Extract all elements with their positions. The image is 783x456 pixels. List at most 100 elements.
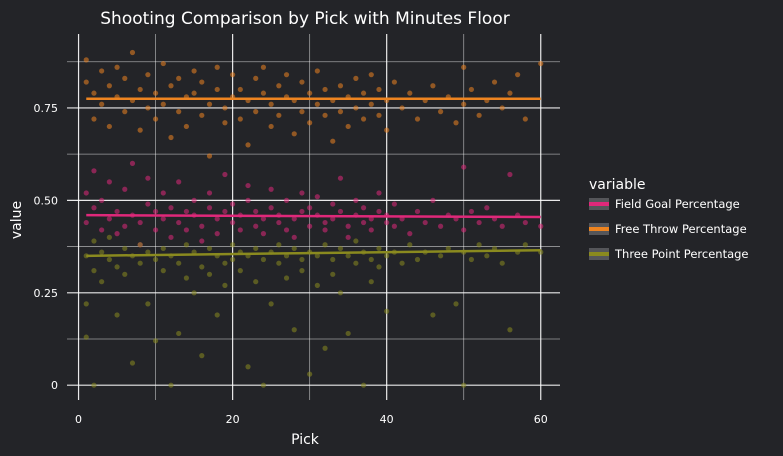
data-point: [176, 109, 182, 115]
data-point: [160, 190, 166, 196]
data-point: [222, 171, 228, 178]
data-point: [299, 190, 305, 196]
data-point: [83, 57, 89, 63]
data-point: [414, 208, 421, 215]
data-point: [99, 227, 105, 233]
data-point: [276, 112, 282, 118]
data-point: [253, 75, 259, 81]
data-point: [122, 271, 128, 277]
data-point: [91, 116, 97, 122]
data-point: [376, 264, 382, 270]
data-point: [507, 327, 513, 333]
data-point: [152, 338, 159, 344]
data-point: [299, 268, 305, 274]
data-point: [345, 330, 351, 337]
data-point: [106, 216, 112, 222]
data-point: [430, 83, 436, 89]
data-point: [376, 208, 382, 215]
data-point: [137, 242, 143, 248]
data-point: [368, 227, 374, 233]
data-point: [345, 123, 351, 130]
data-point: [360, 90, 367, 96]
data-point: [322, 86, 328, 93]
data-point: [337, 109, 344, 115]
data-point: [360, 116, 367, 122]
data-point: [145, 72, 151, 78]
legend-label: Free Throw Percentage: [615, 222, 747, 236]
x-tick-labels: 0 20 40 60: [75, 413, 548, 426]
data-point: [99, 101, 105, 107]
data-point: [353, 75, 359, 81]
data-point: [468, 86, 475, 93]
data-point: [214, 64, 220, 70]
trend-line: [86, 213, 541, 219]
data-point: [299, 208, 305, 215]
data-point: [245, 182, 251, 189]
data-point: [314, 194, 320, 200]
data-point: [99, 279, 105, 285]
data-point: [345, 253, 351, 259]
data-point: [391, 201, 397, 207]
data-point: [330, 271, 336, 277]
data-point: [191, 90, 197, 96]
data-point: [538, 223, 544, 229]
data-point: [276, 219, 282, 226]
data-point: [91, 168, 97, 174]
data-point: [245, 364, 251, 370]
data-point: [314, 253, 320, 259]
data-point: [260, 216, 267, 222]
data-point: [260, 64, 267, 70]
data-point: [515, 72, 521, 78]
data-point: [245, 197, 251, 203]
data-point: [253, 245, 259, 252]
data-point: [322, 345, 328, 351]
data-point: [276, 242, 282, 248]
data-point: [499, 223, 505, 229]
data-point: [129, 49, 136, 56]
data-point: [507, 171, 513, 178]
data-point: [538, 60, 544, 67]
data-point: [160, 245, 166, 252]
data-point: [237, 116, 243, 122]
data-point: [183, 123, 189, 130]
legend: variable Field Goal Percentage Free Throw…: [589, 177, 749, 261]
data-point: [253, 279, 259, 285]
data-point: [253, 223, 259, 229]
data-point: [160, 268, 166, 274]
data-point: [145, 175, 151, 181]
data-point: [114, 64, 120, 70]
data-point: [453, 301, 459, 307]
data-point: [152, 208, 159, 215]
trend-line: [86, 249, 541, 258]
data-point: [376, 245, 382, 252]
data-point: [214, 312, 220, 318]
data-point: [268, 205, 274, 211]
data-point: [461, 101, 467, 107]
data-point: [176, 75, 182, 81]
data-point: [176, 330, 182, 337]
data-point: [368, 72, 374, 78]
x-tick-label: 40: [380, 413, 394, 426]
data-point: [168, 83, 174, 89]
data-point: [330, 216, 336, 222]
data-point: [307, 223, 313, 229]
data-point: [222, 105, 228, 111]
data-point: [461, 382, 467, 388]
data-point: [191, 68, 197, 74]
data-point: [268, 101, 274, 107]
data-point: [160, 101, 166, 107]
data-point: [283, 197, 290, 203]
data-point: [337, 290, 344, 296]
data-point: [199, 112, 205, 118]
data-point: [360, 205, 367, 211]
data-point: [307, 120, 313, 126]
data-point: [345, 234, 351, 240]
data-point: [99, 68, 105, 74]
series-group: [83, 160, 544, 248]
data-point: [237, 227, 243, 233]
data-point: [129, 160, 136, 166]
data-point: [114, 264, 120, 270]
data-point: [438, 253, 444, 259]
data-point: [91, 268, 97, 274]
data-point: [499, 260, 505, 266]
